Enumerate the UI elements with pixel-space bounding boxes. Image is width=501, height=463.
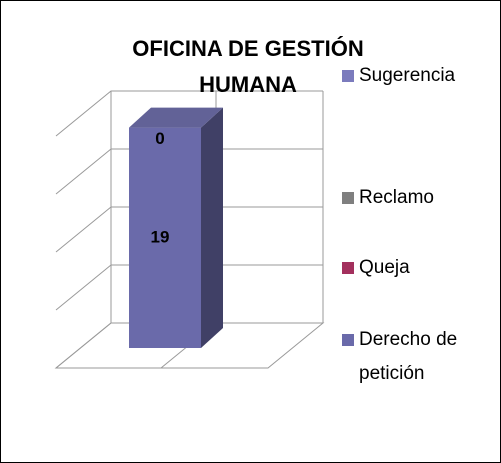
legend-swatch — [342, 262, 354, 274]
legend-label: Reclamo — [359, 187, 434, 208]
legend-swatch — [342, 192, 354, 204]
legend-item: Sugerencia — [342, 59, 492, 93]
grid-line — [55, 322, 323, 369]
legend-swatch — [342, 70, 354, 82]
data-label: 0 — [155, 129, 164, 148]
grid-line — [55, 90, 323, 137]
bar-top — [129, 107, 223, 128]
legend-item: Derecho de petición — [342, 323, 492, 391]
chart-title: OFICINA DE GESTIÓN HUMANA — [132, 36, 364, 97]
grid-line — [55, 264, 323, 311]
legend-swatch — [342, 334, 354, 346]
legend-label: Sugerencia — [359, 65, 456, 86]
legend-item: Reclamo — [342, 181, 492, 215]
grid-line — [55, 148, 323, 195]
data-label: 19 — [151, 227, 170, 246]
legend-label: Queja — [359, 257, 410, 278]
legend-item: Queja — [342, 251, 492, 285]
bar-side — [201, 107, 223, 348]
bar-front — [129, 127, 201, 348]
legend-label: Derecho de petición — [359, 329, 458, 384]
grid-line — [55, 206, 323, 253]
